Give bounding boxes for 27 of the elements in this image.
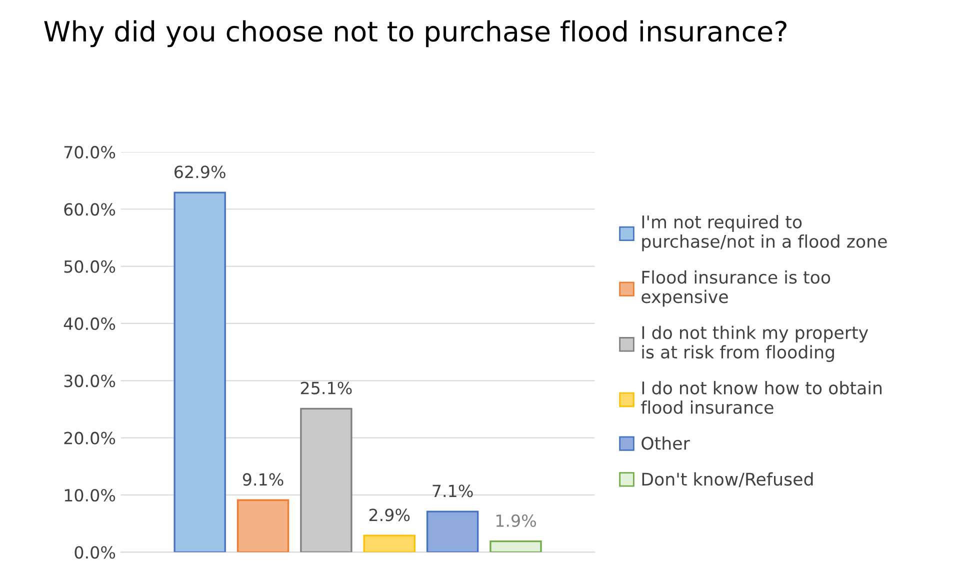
y-tick-label: 40.0%	[64, 317, 116, 330]
data-label: 9.1%	[242, 473, 284, 486]
data-label: 62.9%	[174, 166, 226, 178]
data-label: 1.9%	[496, 514, 536, 527]
legend-label: Don't know/Refused	[642, 472, 813, 488]
legend-label: Other	[642, 436, 690, 450]
data-label: 25.1%	[300, 382, 352, 394]
bar	[490, 540, 542, 552]
bar	[236, 499, 290, 552]
bar	[363, 534, 416, 552]
y-tick-label: 60.0%	[64, 203, 116, 216]
legend-label: Flood insurance is too expensive	[642, 270, 830, 307]
chart-title: Why did you choose not to purchase flood insurance?	[44, 20, 786, 48]
y-tick-label: 0.0%	[74, 546, 116, 559]
legend-label: I do not know how to obtain flood insurance	[641, 381, 882, 414]
y-tick-label: 10.0%	[64, 488, 116, 502]
bar	[300, 408, 352, 552]
bar	[174, 192, 226, 552]
data-label: 2.9%	[369, 508, 410, 522]
y-tick-label: 20.0%	[64, 432, 116, 444]
y-tick-label: 50.0%	[64, 260, 116, 273]
legend-label: I do not think my property is at risk from flooding	[642, 326, 868, 362]
y-tick-label: 70.0%	[64, 146, 116, 159]
bar	[426, 510, 479, 552]
legend-label: I'm not required to purchase/not in a flood zone	[642, 215, 887, 252]
data-label: 7.1%	[432, 484, 473, 498]
y-tick-label: 30.0%	[64, 374, 116, 388]
